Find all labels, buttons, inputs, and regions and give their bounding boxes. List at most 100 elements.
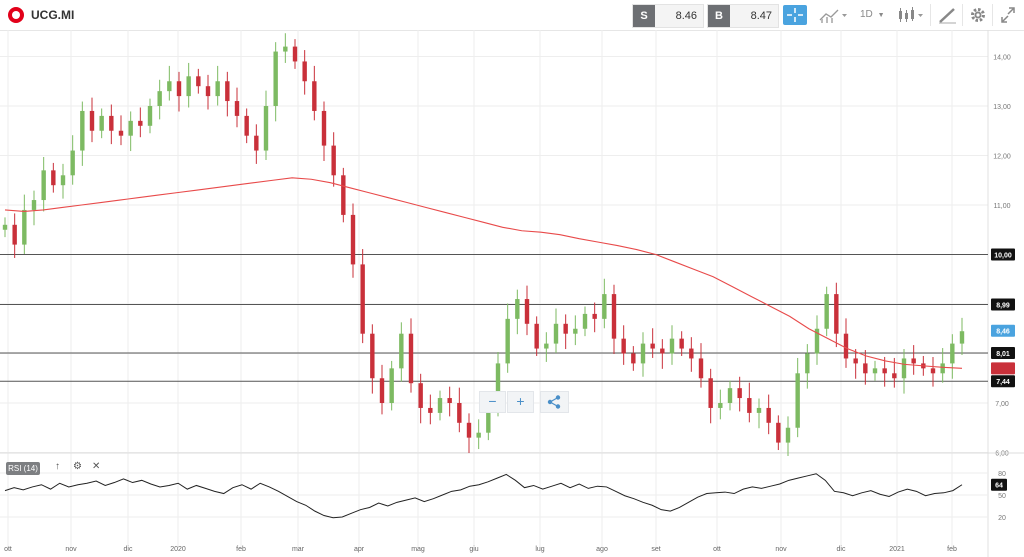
candle bbox=[679, 338, 684, 349]
candle bbox=[312, 81, 317, 111]
candle bbox=[959, 331, 965, 344]
share-icon bbox=[547, 395, 561, 409]
moving-average-line bbox=[4, 177, 963, 369]
candle bbox=[776, 422, 781, 443]
x-tick-label: mar bbox=[292, 546, 305, 553]
symbol-label[interactable]: UCG.MI bbox=[31, 8, 75, 22]
candle bbox=[882, 368, 887, 374]
candle bbox=[892, 373, 897, 379]
candle bbox=[205, 86, 211, 97]
candle bbox=[225, 81, 230, 102]
buy-quote-button[interactable]: B 8.47 bbox=[707, 4, 779, 28]
candle bbox=[370, 333, 375, 379]
settings-button[interactable] bbox=[968, 4, 988, 26]
candle bbox=[824, 294, 829, 329]
candle bbox=[911, 358, 916, 364]
candle bbox=[31, 200, 37, 210]
candle bbox=[805, 353, 810, 374]
indicators-button[interactable] bbox=[818, 4, 850, 26]
candle bbox=[447, 398, 452, 403]
candle bbox=[872, 368, 878, 374]
candle bbox=[80, 110, 85, 151]
rsi-line bbox=[4, 473, 963, 519]
candle bbox=[563, 323, 568, 334]
candle bbox=[302, 61, 307, 82]
price-chart[interactable]: 14,0013,0012,0011,0010,009,008,007,006,0… bbox=[0, 30, 1024, 557]
candle bbox=[51, 170, 56, 186]
x-tick-label: dic bbox=[837, 546, 846, 553]
expand-button[interactable] bbox=[998, 4, 1018, 26]
candle bbox=[950, 343, 955, 364]
candle bbox=[157, 91, 162, 106]
x-tick-label: feb bbox=[236, 546, 246, 553]
pencil-icon bbox=[939, 8, 956, 24]
candle bbox=[611, 294, 617, 339]
candle bbox=[89, 110, 95, 131]
current-price-label: 8,46 bbox=[996, 329, 1010, 336]
indicators-icon bbox=[819, 9, 847, 23]
candle bbox=[273, 51, 278, 106]
ma-tag bbox=[991, 362, 1015, 375]
zoom-out-button[interactable]: − bbox=[479, 391, 506, 413]
candle bbox=[505, 318, 510, 364]
candle bbox=[650, 343, 655, 349]
x-tick-label: set bbox=[651, 546, 660, 553]
candle bbox=[901, 358, 907, 379]
candle bbox=[437, 398, 443, 413]
candle bbox=[196, 76, 201, 87]
candle bbox=[176, 81, 182, 97]
candle bbox=[109, 115, 114, 131]
sell-quote-button[interactable]: S 8.46 bbox=[632, 4, 704, 28]
candle bbox=[234, 101, 240, 116]
candle bbox=[476, 432, 481, 438]
y-tick-label: 6,00 bbox=[995, 451, 1009, 458]
candle bbox=[147, 106, 153, 126]
candle bbox=[118, 130, 124, 136]
candle bbox=[283, 46, 288, 52]
candle bbox=[2, 224, 8, 230]
zoom-in-button[interactable]: + bbox=[507, 391, 534, 413]
drawing-tools-button[interactable] bbox=[936, 4, 960, 26]
level-tag bbox=[991, 248, 1015, 261]
buy-price: 8.47 bbox=[750, 10, 772, 22]
chart-type-select[interactable] bbox=[896, 4, 926, 26]
rsi-value-tag bbox=[991, 478, 1007, 491]
candle bbox=[669, 338, 675, 354]
candle bbox=[70, 150, 75, 176]
candle bbox=[756, 407, 762, 413]
x-tick-label: dic bbox=[124, 546, 133, 553]
candle bbox=[602, 294, 607, 319]
candle bbox=[843, 333, 849, 359]
candle bbox=[534, 323, 539, 349]
rsi-label: RSI (14) bbox=[6, 462, 40, 475]
brand-logo bbox=[8, 7, 24, 23]
share-button[interactable] bbox=[540, 391, 569, 413]
candle bbox=[718, 403, 723, 408]
x-tick-label: lug bbox=[535, 546, 544, 553]
y-tick-label: 7,00 bbox=[995, 401, 1009, 408]
candle bbox=[215, 81, 220, 97]
candle bbox=[660, 348, 665, 354]
x-tick-label: feb bbox=[947, 546, 957, 553]
gear-icon[interactable]: ⚙ bbox=[73, 461, 82, 472]
candle bbox=[930, 368, 936, 374]
candle bbox=[814, 328, 820, 354]
candle bbox=[785, 427, 791, 443]
x-tick-label: ago bbox=[596, 546, 608, 553]
timeframe-select[interactable]: 1D ▼ bbox=[860, 4, 886, 26]
candle bbox=[418, 383, 423, 408]
sell-tag: S bbox=[633, 5, 655, 27]
crosshair-button[interactable] bbox=[783, 5, 807, 25]
chart-toolbar: UCG.MI S 8.46 B 8.47 1D ▼ bbox=[0, 0, 1024, 31]
candle bbox=[573, 328, 578, 334]
candle bbox=[12, 224, 17, 245]
candle bbox=[379, 378, 385, 403]
candle bbox=[341, 175, 346, 215]
candle bbox=[457, 403, 462, 423]
candle bbox=[167, 81, 172, 92]
move-up-icon[interactable]: ↑ bbox=[55, 461, 60, 472]
close-icon[interactable]: ✕ bbox=[92, 461, 101, 472]
candle bbox=[631, 353, 636, 364]
candle bbox=[292, 46, 298, 62]
candle bbox=[727, 388, 733, 403]
